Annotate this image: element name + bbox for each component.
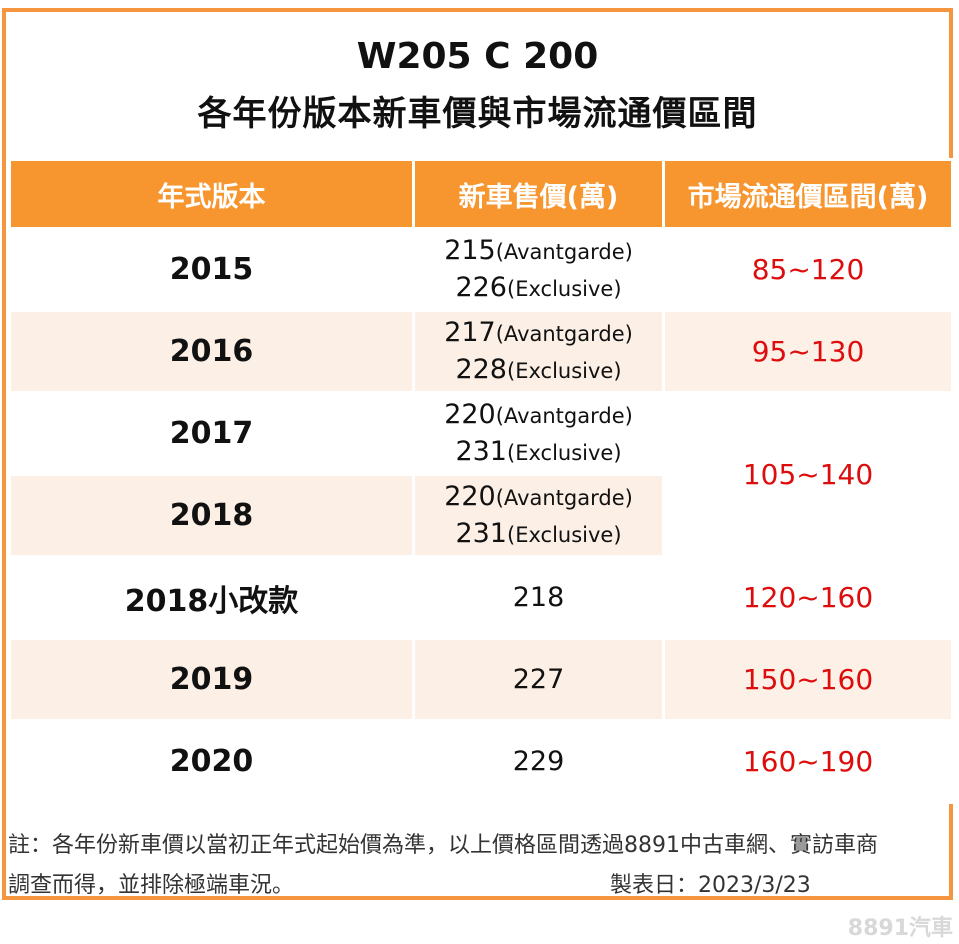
table-row: 2020 229 160~190 bbox=[8, 719, 954, 804]
price-value: 220 bbox=[444, 398, 496, 430]
trim-label: (Avantgarde) bbox=[495, 321, 633, 346]
price-table-card: W205 C 200 各年份版本新車價與市場流通價區間 年式版本 新車售價(萬)… bbox=[2, 8, 954, 900]
market-range-cell: 160~190 bbox=[662, 719, 954, 804]
title-model: W205 C 200 bbox=[356, 36, 599, 77]
price-value: 217 bbox=[444, 316, 496, 348]
footnote-line-2-wrap: 調查而得，並排除極端車況。 製表日：2023/3/23 bbox=[8, 866, 951, 906]
new-price-cell: 215(Avantgarde) 226(Exclusive) bbox=[412, 227, 665, 312]
price-value: 220 bbox=[444, 480, 496, 512]
market-range-cell: 150~160 bbox=[662, 637, 954, 722]
table-header-row: 年式版本 新車售價(萬) 市場流通價區間(萬) bbox=[8, 158, 954, 230]
trim-label: (Exclusive) bbox=[507, 276, 622, 301]
price-table: 年式版本 新車售價(萬) 市場流通價區間(萬) 2015 215(Avantga… bbox=[8, 158, 954, 804]
trim-label: (Exclusive) bbox=[507, 522, 622, 547]
footnote: 註：各年份新車價以當初正年式起始價為準，以上價格區間透過8891中古車網、實訪車… bbox=[8, 826, 951, 906]
footnote-line-2: 調查而得，並排除極端車況。 bbox=[8, 873, 295, 898]
table-row: 2019 227 150~160 bbox=[8, 637, 954, 722]
title-subtitle: 各年份版本新車價與市場流通價區間 bbox=[197, 94, 758, 134]
new-price-cell: 218 bbox=[412, 555, 665, 640]
new-price-cell: 227 bbox=[412, 637, 665, 722]
new-price-cell: 220(Avantgarde) 231(Exclusive) bbox=[412, 473, 665, 558]
footnote-line-1: 註：各年份新車價以當初正年式起始價為準，以上價格區間透過8891中古車網、實訪車… bbox=[8, 833, 878, 858]
market-range-cell: 120~160 bbox=[662, 555, 954, 640]
market-range-cell: 95~130 bbox=[662, 309, 954, 394]
table-row: 2018小改款 218 120~160 bbox=[8, 555, 954, 640]
new-price-cell: 229 bbox=[412, 719, 665, 804]
year-cell: 2017 bbox=[8, 391, 415, 476]
table-row: 2015 215(Avantgarde) 226(Exclusive) 85~1… bbox=[8, 227, 954, 312]
header-year-version: 年式版本 bbox=[8, 158, 415, 230]
table-row: 2016 217(Avantgarde) 228(Exclusive) 95~1… bbox=[8, 309, 954, 394]
price-value: 226 bbox=[455, 271, 507, 303]
price-value: 215 bbox=[444, 234, 496, 266]
title-block: W205 C 200 各年份版本新車價與市場流通價區間 bbox=[6, 12, 949, 156]
price-value: 231 bbox=[455, 435, 507, 467]
year-cell: 2018 bbox=[8, 473, 415, 558]
year-cell: 2016 bbox=[8, 309, 415, 394]
year-cell: 2019 bbox=[8, 637, 415, 722]
year-cell: 2015 bbox=[8, 227, 415, 312]
year-cell: 2020 bbox=[8, 719, 415, 804]
price-value: 231 bbox=[455, 517, 507, 549]
trim-label: (Avantgarde) bbox=[495, 239, 633, 264]
header-new-price: 新車售價(萬) bbox=[412, 158, 665, 230]
new-price-cell: 217(Avantgarde) 228(Exclusive) bbox=[412, 309, 665, 394]
trim-label: (Exclusive) bbox=[507, 358, 622, 383]
year-cell: 2018小改款 bbox=[8, 555, 415, 640]
table-row: 2018 220(Avantgarde) 231(Exclusive) bbox=[8, 473, 953, 558]
trim-label: (Avantgarde) bbox=[495, 485, 633, 510]
price-value: 228 bbox=[455, 353, 507, 385]
table-date: 製表日：2023/3/23 bbox=[610, 873, 811, 898]
new-price-cell: 220(Avantgarde) 231(Exclusive) bbox=[412, 391, 665, 476]
header-market-range: 市場流通價區間(萬) bbox=[662, 158, 954, 230]
market-range-cell: 105~140 bbox=[662, 391, 954, 558]
market-range-cell: 85~120 bbox=[662, 227, 954, 312]
table-row: 2017 220(Avantgarde) 231(Exclusive) 105~… bbox=[8, 391, 954, 558]
trim-label: (Exclusive) bbox=[507, 440, 622, 465]
trim-label: (Avantgarde) bbox=[495, 403, 633, 428]
watermark-logo: 8891汽車 bbox=[847, 916, 953, 941]
